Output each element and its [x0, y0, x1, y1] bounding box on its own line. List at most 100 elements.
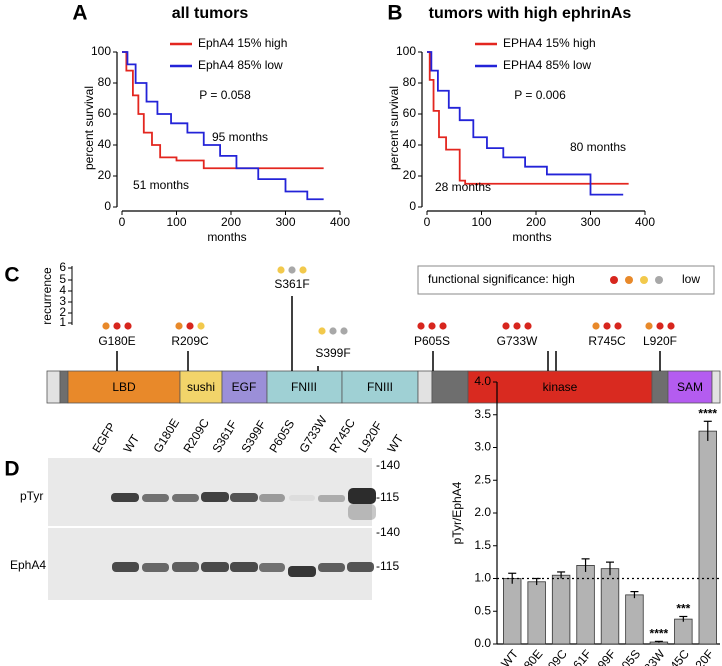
legend-box: [417, 265, 715, 295]
band: [259, 494, 285, 502]
row-label: pTyr: [20, 489, 43, 503]
segment: [651, 370, 669, 404]
x-axis-label: months: [207, 230, 246, 244]
significance-dot: [667, 322, 675, 330]
y-tick-label: 20: [98, 168, 112, 182]
band: [259, 563, 285, 572]
recurrence-tick-label: 2: [59, 305, 66, 319]
annotation: 80 months: [570, 140, 626, 154]
significance-dot: [592, 322, 600, 330]
lane-label: L920F: [355, 419, 385, 455]
mutation-label: R745C: [588, 334, 626, 348]
y-tick-label: 40: [403, 137, 417, 151]
legend-label: EPHA4 85% low: [503, 58, 591, 72]
y-tick-label: 3.5: [474, 407, 491, 421]
significance-dot: [656, 322, 664, 330]
recurrence-tick-label: 5: [59, 272, 66, 286]
band: [201, 492, 229, 502]
survival-line: [427, 51, 629, 185]
recurrence-tick-label: 1: [59, 315, 66, 329]
domain-lbd: [67, 370, 181, 404]
y-tick-label: 0: [104, 199, 111, 213]
segment: [59, 370, 69, 404]
significance-dot: [340, 327, 348, 335]
domain-bar: [46, 370, 721, 404]
y-tick-label: 1.0: [474, 571, 491, 585]
domain-fn1: [266, 370, 343, 404]
y-axis-label: percent survival: [82, 86, 96, 170]
bar: [576, 565, 595, 645]
x-tick-label: 400: [635, 215, 655, 229]
y-tick-label: 20: [403, 168, 417, 182]
y-tick-label: 60: [98, 106, 112, 120]
x-tick-label: 300: [580, 215, 600, 229]
mutation-label: S361F: [274, 277, 309, 291]
band: [230, 493, 258, 502]
y-tick-label: 3.0: [474, 440, 491, 454]
band: [289, 495, 315, 501]
significance-dot: [524, 322, 532, 330]
domain-label: FNIII: [291, 380, 317, 394]
domain-label: SAM: [677, 380, 703, 394]
recurrence-tick-label: 3: [59, 294, 66, 308]
lane-label: P605S: [266, 417, 297, 455]
significance-dot: [186, 322, 194, 330]
y-axis-label: pTyr/EphA4: [450, 481, 464, 544]
legend-dot: [610, 276, 618, 284]
mw-marker: -115: [376, 559, 399, 573]
survival-line: [122, 51, 324, 170]
significance-dot: [614, 322, 622, 330]
annotation: P = 0.006: [514, 88, 566, 102]
band: [230, 562, 258, 572]
significance-label: ***: [676, 602, 690, 616]
lane-label: R745C: [326, 416, 358, 455]
x-tick-label: 200: [221, 215, 241, 229]
band: [172, 562, 199, 572]
chart-title: tumors with high ephrinAs: [429, 5, 632, 22]
panel-letter: B: [387, 2, 402, 25]
y-axis-label: percent survival: [387, 86, 401, 170]
significance-dot: [417, 322, 425, 330]
legend-dot: [655, 276, 663, 284]
band: [201, 562, 229, 572]
band: [142, 563, 169, 572]
segment: [711, 370, 721, 404]
x-tick-label: 300: [275, 215, 295, 229]
bar: [698, 430, 717, 645]
significance-label: ****: [650, 627, 669, 641]
annotation: P = 0.058: [199, 88, 251, 102]
y-tick-label: 80: [403, 75, 417, 89]
y-tick-label: 100: [396, 44, 416, 58]
domain-label: FNIII: [367, 380, 393, 394]
significance-label: ****: [698, 406, 717, 420]
annotation: 95 months: [212, 130, 268, 144]
legend-label: EphA4 15% high: [198, 36, 287, 50]
lane-label: G180E: [150, 416, 182, 455]
panel-letter: C: [4, 264, 19, 287]
y-tick-label: 4.0: [474, 374, 491, 388]
chart-title: all tumors: [172, 5, 249, 22]
y-tick-label: 0.0: [474, 636, 491, 650]
recurrence-tick-label: 6: [59, 260, 66, 274]
mutation-label: S399F: [315, 346, 350, 360]
survival-line: [122, 51, 324, 201]
band: [288, 566, 316, 577]
legend-label: low: [682, 272, 700, 286]
band: [318, 495, 345, 502]
significance-dot: [439, 322, 447, 330]
legend-label: EphA4 85% low: [198, 58, 283, 72]
band: [172, 494, 199, 502]
y-tick-label: 0.5: [474, 603, 491, 617]
significance-dot: [299, 266, 307, 274]
domain-label: kinase: [543, 380, 578, 394]
y-tick-label: 60: [403, 106, 417, 120]
y-tick-label: 1.5: [474, 538, 491, 552]
mutation-label: R209C: [171, 334, 209, 348]
mutation-label: P605S: [414, 334, 450, 348]
significance-dot: [513, 322, 521, 330]
x-tick-label: 400: [330, 215, 350, 229]
domain-sam: [667, 370, 713, 404]
mw-marker: -115: [376, 490, 399, 504]
x-tick-label: 100: [471, 215, 491, 229]
